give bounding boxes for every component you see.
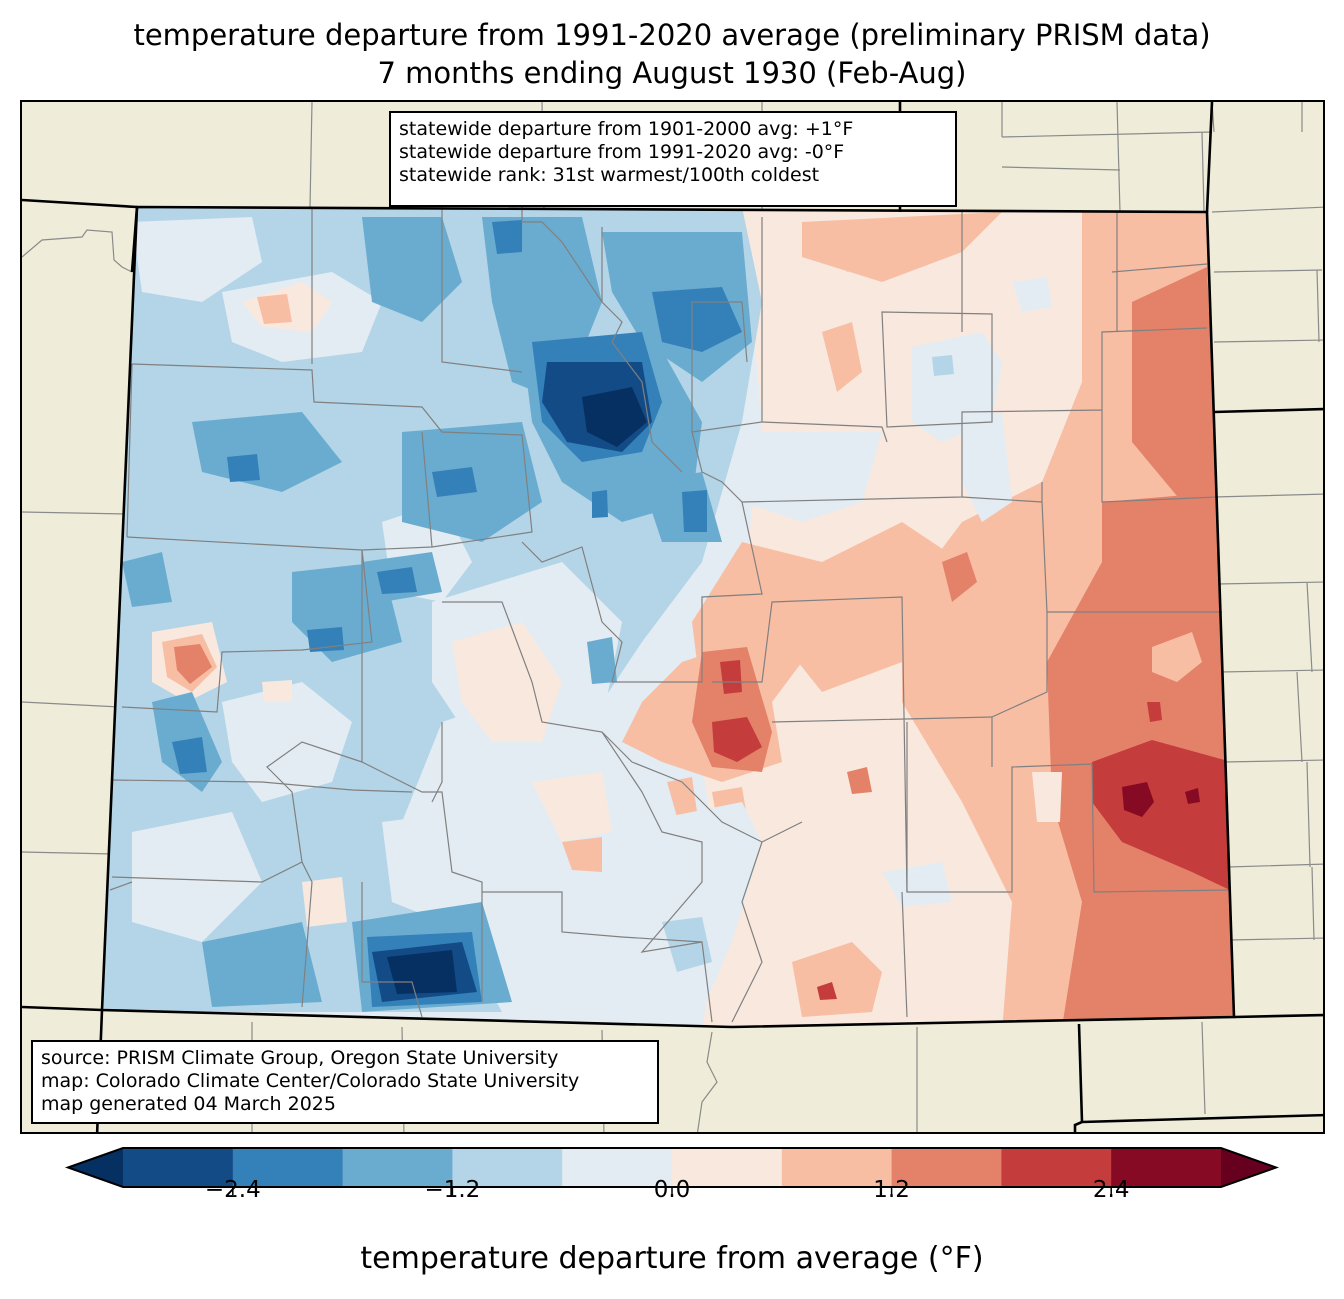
colorbar-bin (562, 1148, 673, 1187)
stats-rank: statewide rank: 31st warmest/100th colde… (399, 164, 820, 186)
colorbar-label: temperature departure from average (°F) (360, 1241, 984, 1276)
colorbar-tick-label: −1.2 (424, 1177, 481, 1203)
credits-map-author: map: Colorado Climate Center/Colorado St… (41, 1070, 580, 1092)
credits-box: source: PRISM Climate Group, Oregon Stat… (31, 1040, 659, 1124)
credits-generated-date: map generated 04 March 2025 (41, 1093, 336, 1115)
colorbar-bin (672, 1148, 783, 1187)
colorbar-bin (342, 1148, 453, 1187)
colorbar-under-extension (68, 1148, 123, 1187)
colorado-map (22, 102, 1323, 1132)
colorbar-bin (891, 1148, 1002, 1187)
colorbar-tick-label: 1.2 (873, 1177, 910, 1203)
colorbar (65, 1147, 1279, 1195)
stats-departure-1901-2000: statewide departure from 1901-2000 avg: … (399, 118, 854, 140)
colorbar-ticks (232, 1187, 1112, 1195)
map-title-line-1: temperature departure from 1991-2020 ave… (133, 18, 1211, 52)
statewide-stats-box: statewide departure from 1901-2000 avg: … (389, 111, 957, 207)
colorbar-bin (123, 1148, 234, 1187)
map-title-line-2: 7 months ending August 1930 (Feb-Aug) (377, 56, 967, 90)
colorbar-tick-label: 0.0 (653, 1177, 691, 1203)
colorbar-outline (65, 1147, 1279, 1188)
map-panel (20, 100, 1325, 1134)
colorbar-bin (232, 1148, 344, 1187)
colorbar-bin (1111, 1148, 1222, 1187)
temperature-contours (102, 207, 1234, 1027)
stats-departure-1991-2020: statewide departure from 1991-2020 avg: … (399, 141, 845, 163)
colorbar-bin (1001, 1148, 1112, 1187)
colorbar-tick-label: −2.4 (204, 1177, 261, 1203)
colorbar-bins (65, 1147, 1279, 1188)
state-borders (22, 102, 1323, 1132)
colorbar-bin (781, 1148, 893, 1187)
county-lines (109, 207, 1230, 1023)
colorbar-bin (452, 1148, 563, 1187)
credits-source: source: PRISM Climate Group, Oregon Stat… (41, 1047, 559, 1069)
colorbar-tick-label: 2.4 (1092, 1177, 1130, 1203)
colorbar-over-extension (1221, 1148, 1276, 1187)
